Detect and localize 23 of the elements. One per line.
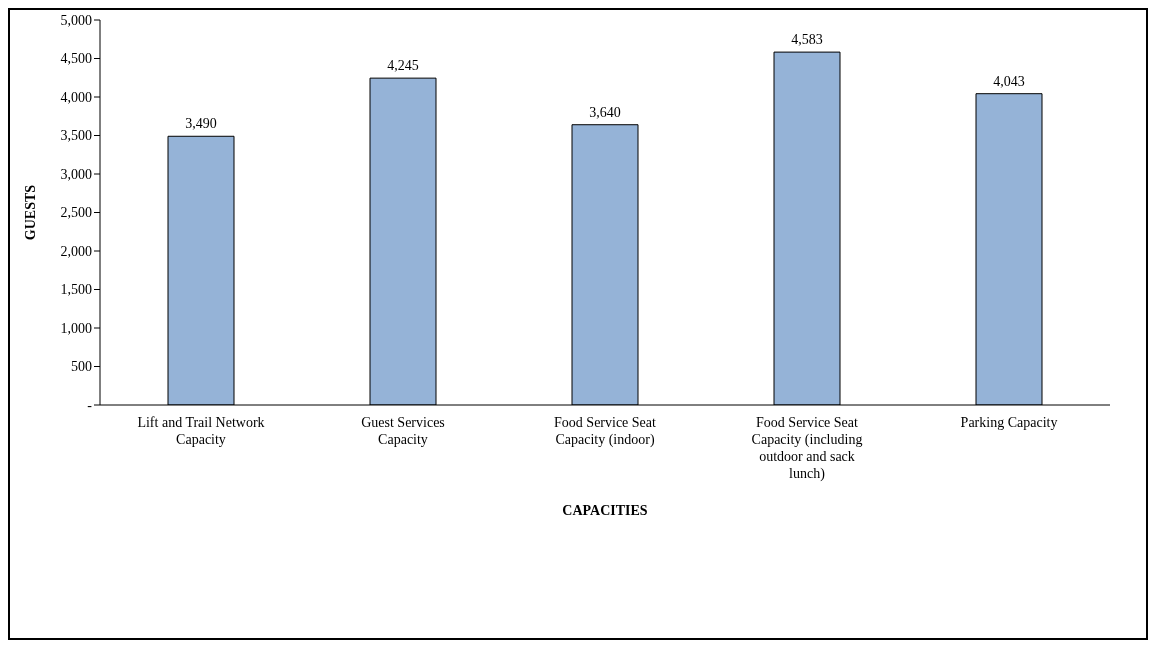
y-tick-label: 2,500 <box>60 205 92 221</box>
y-tick-label: 2,000 <box>60 243 92 259</box>
y-tick-label: 1,500 <box>60 282 92 298</box>
y-tick-label: 4,000 <box>60 89 92 105</box>
y-tick-label: 5,000 <box>60 12 92 28</box>
data-label: 4,245 <box>387 58 419 74</box>
x-tick-label: Parking Capacity <box>960 415 1058 430</box>
data-label: 3,490 <box>185 116 217 132</box>
data-label: 4,043 <box>993 73 1025 89</box>
y-tick-label: 3,000 <box>60 166 92 182</box>
data-label: 3,640 <box>589 104 621 120</box>
data-label: 4,583 <box>791 32 823 48</box>
x-tick-label: Lift and Trail Network Capacity <box>137 415 265 447</box>
x-axis-title: CAPACITIES <box>562 503 648 518</box>
x-tick-label: Guest Services Capacity <box>361 415 445 447</box>
y-tick-label: 500 <box>71 359 92 375</box>
x-tick-label: Food Service Seat Capacity (indoor) <box>554 415 657 448</box>
y-tick-label: - <box>87 397 93 413</box>
y-tick-label: 4,500 <box>60 51 92 67</box>
y-axis-title: GUESTS <box>22 184 38 241</box>
y-tick-label: 3,500 <box>60 128 92 144</box>
y-tick-label: 1,000 <box>60 320 92 336</box>
x-tick-label: Food Service Seat Capacity (including outdoor and sack lunch) <box>751 415 863 482</box>
